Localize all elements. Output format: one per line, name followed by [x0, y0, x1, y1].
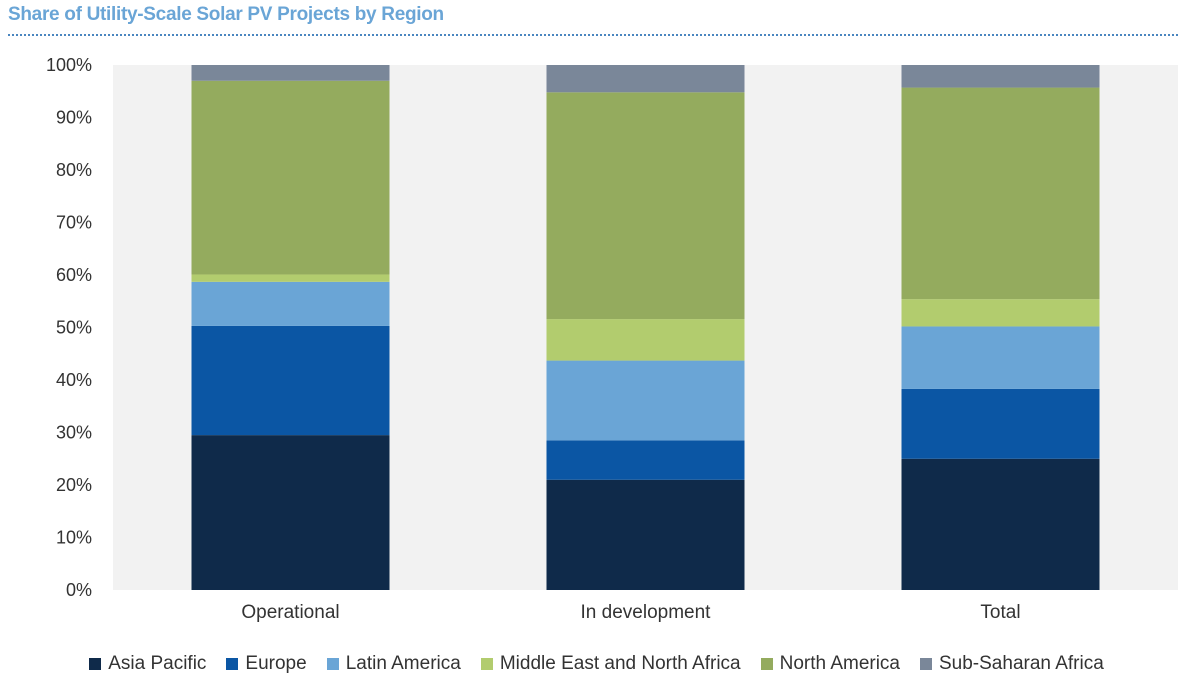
legend-item: Sub-Saharan Africa — [920, 653, 1104, 675]
y-tick-label: 90% — [56, 108, 92, 128]
y-tick-label: 80% — [56, 160, 92, 180]
legend: Asia Pacific Europe Latin America Middle Ea… — [0, 650, 1193, 678]
y-tick-label: 20% — [56, 475, 92, 495]
y-tick-label: 70% — [56, 213, 92, 233]
legend-label: North America — [779, 653, 900, 674]
bar-segment-total-middle-east-and-north-africa — [901, 299, 1100, 327]
stacked-bar-chart: 0% 10% 20% 30% 40% 50% 60% 70% 80% 90% 100% Operat… — [46, 55, 1178, 623]
x-tick-label: Total — [980, 602, 1020, 623]
y-tick-label: 10% — [56, 528, 92, 548]
legend-swatch — [920, 658, 932, 670]
legend-swatch — [760, 658, 773, 670]
bar-segment-total-north-america — [901, 87, 1100, 300]
bar-segment-operational-europe — [191, 325, 390, 436]
y-tick-label: 100% — [46, 55, 92, 75]
bar-segment-in-development-north-america — [546, 92, 745, 320]
legend-item: Asia Pacific — [89, 653, 206, 675]
legend-swatch — [326, 658, 339, 670]
chart-title: Share of Utility-Scale Solar PV Projects… — [8, 4, 444, 25]
bar-segment-in-development-middle-east-and-north-africa — [546, 319, 745, 361]
legend-item: North America — [760, 653, 900, 675]
legend-swatch — [89, 658, 102, 670]
legend-label: Sub-Saharan Africa — [939, 653, 1104, 674]
y-tick-label: 0% — [66, 580, 92, 600]
legend-label: Latin America — [345, 653, 461, 674]
bar-segment-in-development-europe — [546, 440, 745, 480]
legend-swatch — [480, 658, 493, 670]
bar-segment-operational-sub-saharan-africa — [191, 65, 390, 81]
bar-segment-operational-north-america — [191, 80, 390, 275]
y-tick-label: 50% — [56, 318, 92, 338]
bar-segment-operational-middle-east-and-north-africa — [191, 274, 390, 282]
legend-swatch — [226, 658, 239, 670]
y-tick-label: 40% — [56, 370, 92, 390]
bar-segment-in-development-sub-saharan-africa — [546, 65, 745, 93]
legend-item: Latin America — [326, 653, 461, 675]
bars — [191, 65, 1100, 590]
legend-label: Asia Pacific — [108, 653, 207, 674]
x-axis: Operational In development Total — [241, 602, 1020, 623]
bar-segment-operational-latin-america — [191, 281, 390, 326]
bar-segment-in-development-latin-america — [546, 360, 745, 441]
legend-label: Europe — [245, 653, 307, 674]
bar-segment-in-development-asia-pacific — [546, 479, 745, 590]
bar-segment-operational-asia-pacific — [191, 435, 390, 590]
legend-item: Europe — [226, 653, 307, 675]
bar-segment-total-asia-pacific — [901, 458, 1100, 590]
y-tick-label: 30% — [56, 423, 92, 443]
title-divider — [8, 34, 1178, 36]
bar-segment-total-europe — [901, 388, 1100, 459]
y-axis: 0% 10% 20% 30% 40% 50% 60% 70% 80% 90% 100% — [46, 55, 92, 600]
x-tick-label: In development — [581, 602, 712, 623]
legend-label: Middle East and North Africa — [499, 653, 741, 674]
bar-segment-total-latin-america — [901, 326, 1100, 389]
y-tick-label: 60% — [56, 265, 92, 285]
bar-segment-total-sub-saharan-africa — [901, 65, 1100, 88]
x-tick-label: Operational — [241, 602, 339, 623]
legend-item: Middle East and North Africa — [480, 653, 741, 675]
